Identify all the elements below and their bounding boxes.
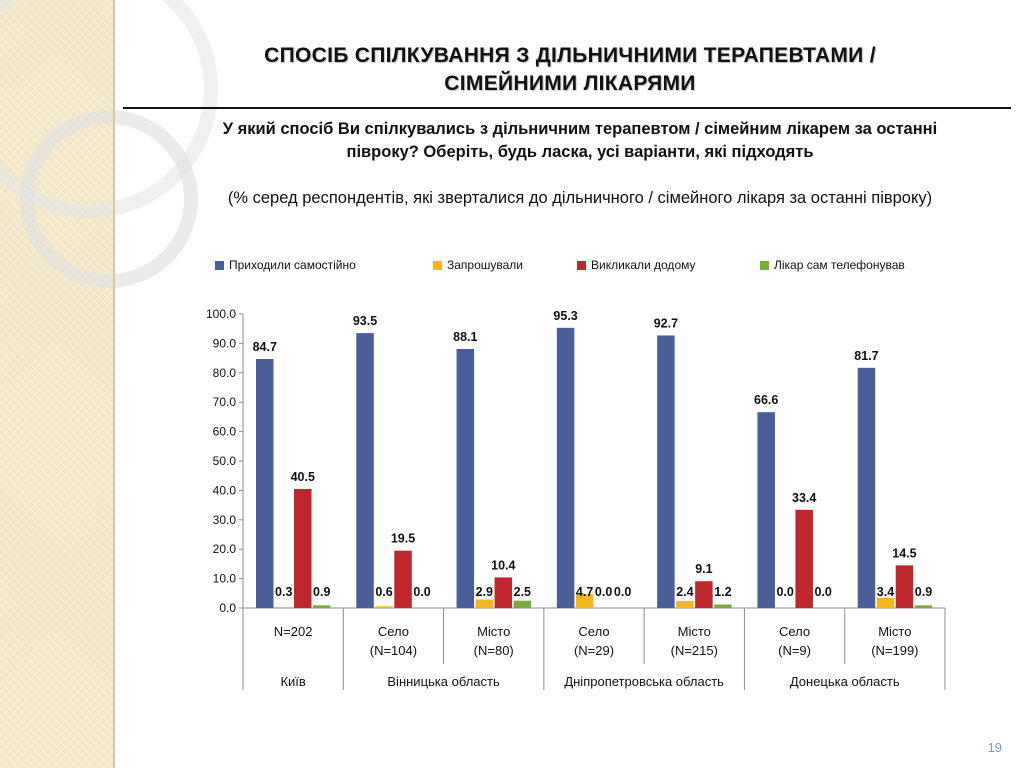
bar-3 — [494, 577, 513, 608]
sidebar-divider — [113, 0, 115, 768]
data-label: 19.5 — [391, 532, 415, 546]
bar-3 — [895, 565, 914, 608]
chart-legend: Приходили самостійно Запрошували Виклика… — [215, 258, 945, 276]
data-label: 33.4 — [792, 491, 816, 505]
bar-1 — [456, 348, 475, 608]
bar-1 — [657, 335, 675, 608]
data-label: 88.1 — [453, 330, 477, 344]
base-note: (% серед респондентів, які зверталися до… — [227, 189, 933, 207]
data-label: 3.4 — [877, 585, 894, 599]
legend-item: Приходили самостійно — [215, 258, 356, 272]
data-label: 0.6 — [375, 585, 392, 599]
bar-1 — [757, 412, 775, 608]
bar-2 — [575, 594, 594, 608]
legend-swatch — [433, 260, 442, 270]
category-sublabel: (N=199) — [871, 643, 918, 658]
bar-2 — [275, 607, 293, 608]
y-tick-label: 60.0 — [213, 425, 237, 439]
data-label: 0.0 — [814, 585, 831, 599]
bar-2 — [676, 600, 694, 608]
legend-label: Приходили самостійно — [229, 258, 356, 272]
data-label: 0.3 — [275, 585, 292, 599]
data-label: 66.6 — [754, 393, 778, 407]
legend-item: Лікар сам телефонував — [760, 258, 905, 272]
bar-3 — [294, 488, 312, 608]
category-sublabel: (N=215) — [671, 643, 718, 658]
data-label: 1.2 — [714, 585, 731, 599]
bar-1 — [857, 367, 876, 608]
bar-1 — [556, 327, 575, 608]
data-label: 2.9 — [476, 585, 493, 599]
data-label: 10.4 — [491, 558, 515, 572]
data-label: 4.7 — [576, 585, 593, 599]
bar-2 — [475, 599, 494, 608]
legend-label: Викликали додому — [591, 258, 696, 272]
category-label: Село — [578, 624, 609, 639]
bar-2 — [375, 606, 393, 608]
page-number: 19 — [987, 740, 1002, 755]
data-label: 93.5 — [353, 314, 377, 328]
bar-4 — [313, 605, 331, 608]
group-label: Київ — [280, 674, 305, 689]
data-label: 0.9 — [313, 585, 330, 599]
data-label: 95.3 — [553, 309, 577, 323]
bar-3 — [394, 550, 412, 608]
category-sublabel: (N=29) — [574, 643, 614, 658]
slide-title: СПОСІБ СПІЛКУВАННЯ З ДІЛЬНИЧНИМИ ТЕРАПЕВ… — [264, 44, 876, 95]
y-tick-label: 50.0 — [213, 454, 237, 468]
y-tick-label: 10.0 — [213, 572, 237, 586]
bar-4 — [513, 600, 532, 608]
bar-4 — [914, 605, 933, 608]
legend-swatch — [215, 260, 224, 270]
legend-swatch — [577, 260, 586, 270]
bar-3 — [695, 581, 713, 608]
category-label: Місто — [878, 624, 911, 639]
category-sublabel: (N=9) — [778, 643, 811, 658]
group-label: Вінницька область — [387, 674, 500, 689]
y-tick-label: 70.0 — [213, 395, 237, 409]
data-label: 9.1 — [695, 562, 712, 576]
bar-3 — [795, 509, 813, 608]
data-label: 81.7 — [854, 349, 878, 363]
category-sublabel: (N=104) — [370, 643, 417, 658]
y-tick-label: 90.0 — [213, 336, 237, 350]
data-label: 0.0 — [776, 585, 793, 599]
bar-1 — [356, 333, 374, 608]
category-label: N=202 — [274, 624, 313, 639]
data-label: 0.0 — [614, 585, 631, 599]
data-label: 14.5 — [892, 546, 916, 560]
data-label: 0.0 — [413, 585, 430, 599]
data-label: 0.0 — [595, 585, 612, 599]
data-label: 40.5 — [291, 470, 315, 484]
survey-question: У який спосіб Ви спілкувались з дільничн… — [222, 120, 938, 161]
legend-item: Викликали додому — [577, 258, 696, 272]
category-label: Місто — [678, 624, 711, 639]
y-tick-label: 30.0 — [213, 513, 237, 527]
group-label: Донецька область — [790, 674, 900, 689]
data-label: 2.5 — [514, 585, 531, 599]
group-label: Дніпропетровська область — [564, 674, 724, 689]
data-label: 0.9 — [915, 585, 932, 599]
bar-4 — [714, 604, 732, 608]
legend-swatch — [760, 260, 769, 270]
y-tick-label: 40.0 — [213, 483, 237, 497]
legend-item: Запрошували — [433, 258, 523, 272]
y-tick-label: 0.0 — [219, 601, 236, 615]
data-label: 92.7 — [654, 316, 678, 330]
y-tick-label: 20.0 — [213, 542, 237, 556]
category-label: Місто — [477, 624, 510, 639]
y-tick-label: 80.0 — [213, 366, 237, 380]
title-divider — [123, 107, 1011, 109]
data-label: 2.4 — [676, 585, 693, 599]
bar-1 — [256, 358, 274, 608]
legend-label: Запрошували — [447, 258, 524, 272]
legend-label: Лікар сам телефонував — [774, 258, 905, 272]
category-sublabel: (N=80) — [474, 643, 514, 658]
category-label: Село — [378, 624, 409, 639]
category-label: Село — [779, 624, 810, 639]
bar-2 — [876, 598, 895, 608]
y-tick-label: 100.0 — [206, 307, 236, 321]
data-label: 84.7 — [253, 340, 277, 354]
